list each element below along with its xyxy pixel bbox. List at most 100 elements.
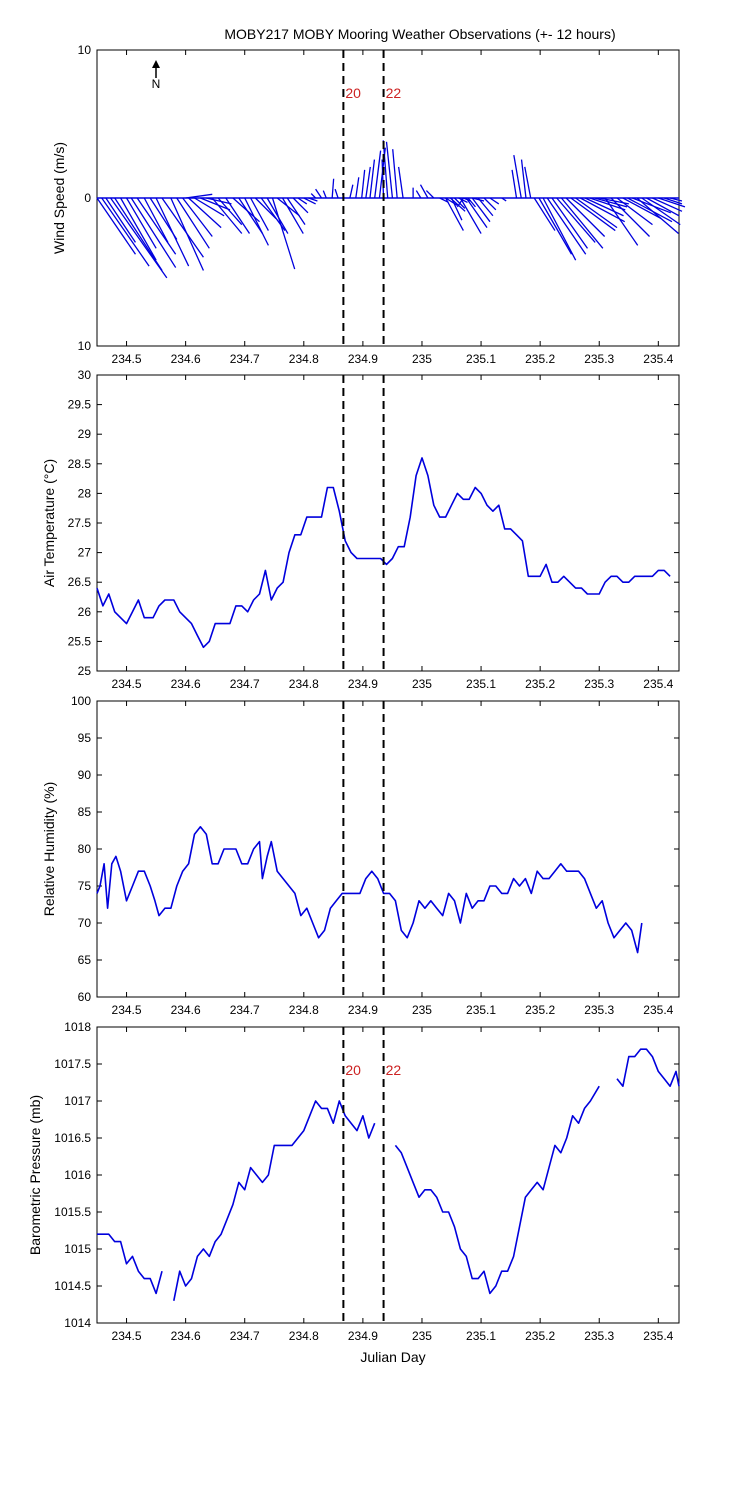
plot-frame — [96, 1026, 680, 1324]
wind-vector — [355, 177, 360, 199]
wind-vector — [459, 197, 482, 234]
wind-vector — [101, 197, 150, 267]
data-line — [394, 1085, 600, 1295]
wind-vector — [271, 197, 296, 270]
y-tick-label: 1017.5 — [54, 1057, 91, 1071]
x-tick-label: 234.7 — [230, 1329, 260, 1343]
y-tick-label: 26.5 — [68, 575, 92, 589]
x-tick-label: 235.2 — [525, 1003, 555, 1017]
x-tick-label: 234.5 — [112, 677, 142, 691]
x-tick-label: 234.8 — [289, 677, 319, 691]
wind-vector — [310, 193, 317, 199]
y-tick-label: 60 — [78, 990, 92, 1004]
wind-vector — [303, 197, 316, 205]
y-tick-label: 1015 — [64, 1242, 91, 1256]
x-tick-label: 235.3 — [584, 352, 614, 366]
wind-vector — [188, 197, 222, 229]
y-tick-label: 25.5 — [68, 634, 92, 648]
x-tick-label: 234.9 — [348, 1329, 378, 1343]
wind-vector — [244, 197, 269, 246]
y-tick-label: 1016.5 — [54, 1131, 91, 1145]
y-tick-label: 80 — [78, 842, 92, 856]
x-tick-label: 235 — [412, 352, 432, 366]
x-tick-label: 234.6 — [171, 1003, 201, 1017]
wind-vector — [361, 169, 366, 199]
wind-vector — [646, 197, 680, 217]
event-marker-label: 20 — [345, 85, 361, 101]
wind-vector — [445, 197, 464, 231]
y-tick-label: 10 — [78, 43, 92, 57]
wind-vector — [610, 197, 650, 237]
wind-vector — [669, 197, 683, 202]
wind-vector — [185, 193, 213, 199]
x-tick-label: 234.6 — [171, 1329, 201, 1343]
wind-vector — [225, 197, 251, 234]
wind-vector — [136, 197, 177, 255]
x-tick-label: 234.5 — [112, 1003, 142, 1017]
wind-vector — [584, 197, 624, 217]
wind-vector — [415, 190, 422, 199]
y-axis-title: Relative Humidity (%) — [41, 782, 57, 917]
x-tick-label: 235.2 — [525, 677, 555, 691]
wind-vector — [286, 197, 306, 226]
y-tick-label: 30 — [78, 368, 92, 382]
y-axis-title: Barometric Pressure (mb) — [27, 1095, 43, 1255]
wind-vector — [616, 197, 653, 226]
wind-vector — [445, 197, 458, 206]
wind-vector — [182, 197, 213, 237]
wind-vector — [200, 197, 231, 211]
wind-vector — [546, 197, 587, 255]
data-line — [96, 457, 671, 649]
y-tick-label: 1014.5 — [54, 1279, 91, 1293]
wind-vector — [125, 197, 157, 249]
wind-vector — [161, 197, 204, 258]
data-line — [616, 1048, 680, 1087]
wind-vector — [511, 169, 518, 199]
y-tick-label: 95 — [78, 731, 92, 745]
plot-frame — [96, 374, 680, 672]
wind-vector — [556, 197, 596, 243]
event-marker-label: 22 — [386, 85, 402, 101]
wind-vector — [392, 149, 398, 199]
wind-vector — [551, 197, 589, 249]
wind-vector — [560, 197, 604, 249]
wind-vector — [315, 188, 323, 199]
wind-vector — [206, 197, 232, 205]
wind-vector — [334, 188, 339, 199]
x-tick-label: 234.9 — [348, 677, 378, 691]
wind-vector — [489, 197, 500, 205]
wind-vector — [570, 197, 616, 232]
x-tick-label: 235.1 — [466, 677, 496, 691]
wind-vector — [176, 197, 210, 249]
data-line — [173, 1100, 376, 1301]
wind-vector — [170, 197, 205, 271]
wind-vector — [369, 159, 376, 199]
wind-vector — [105, 197, 137, 243]
wind-vector — [381, 159, 385, 199]
y-tick-label: 1016 — [64, 1168, 91, 1182]
x-tick-label: 234.7 — [230, 677, 260, 691]
y-tick-label: 1018 — [64, 1020, 91, 1034]
x-tick-label: 235.1 — [466, 1329, 496, 1343]
data-line — [96, 826, 643, 954]
wind-vector — [250, 197, 269, 231]
wind-vector — [120, 197, 157, 261]
x-tick-label: 234.8 — [289, 352, 319, 366]
y-tick-label: 65 — [78, 953, 92, 967]
wind-vector — [604, 197, 639, 246]
x-tick-label: 234.5 — [112, 352, 142, 366]
x-tick-label: 235.2 — [525, 352, 555, 366]
wind-vector — [450, 197, 463, 221]
x-tick-label: 235.4 — [643, 1003, 673, 1017]
wind-vector — [194, 197, 225, 217]
wind-vector — [533, 197, 556, 231]
wind-vector — [143, 197, 169, 243]
wind-vector — [636, 197, 679, 235]
wind-vector — [483, 197, 497, 211]
wind-vector — [382, 140, 389, 199]
x-tick-label: 235.2 — [525, 1329, 555, 1343]
y-tick-label: 90 — [78, 768, 92, 782]
x-tick-label: 234.8 — [289, 1329, 319, 1343]
wind-vector — [641, 197, 681, 226]
y-tick-label: 1015.5 — [54, 1205, 91, 1219]
